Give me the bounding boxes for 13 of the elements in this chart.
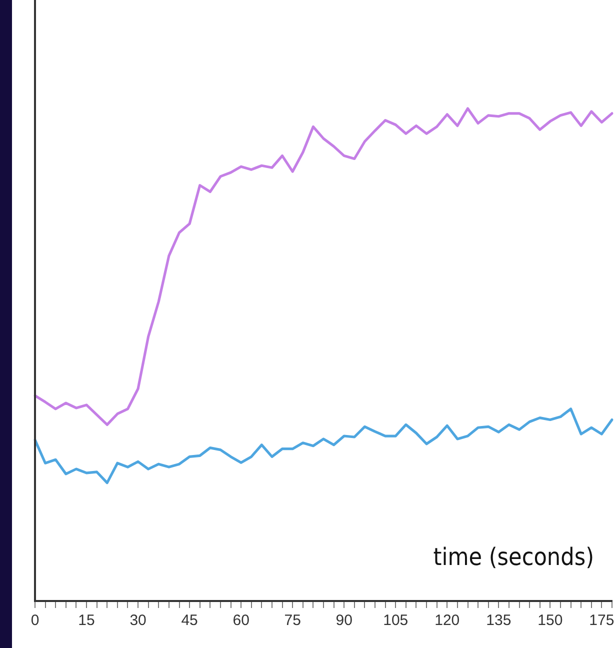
x-tick-label: 75 <box>284 612 301 630</box>
x-tick-label: 90 <box>336 612 352 630</box>
x-tick-label: 150 <box>538 612 563 630</box>
x-tick-label: 15 <box>78 612 95 630</box>
x-tick-label: 120 <box>434 612 460 630</box>
x-axis-title: time (seconds) <box>433 543 594 571</box>
x-tick-label: 0 <box>30 612 40 630</box>
x-tick-label: 175 <box>589 612 614 630</box>
x-tick-label: 105 <box>383 612 408 630</box>
x-tick-label: 60 <box>232 612 250 630</box>
x-tick-label: 45 <box>181 612 198 630</box>
x-tick-label: 30 <box>130 612 146 630</box>
x-tick-label: 135 <box>486 612 512 630</box>
